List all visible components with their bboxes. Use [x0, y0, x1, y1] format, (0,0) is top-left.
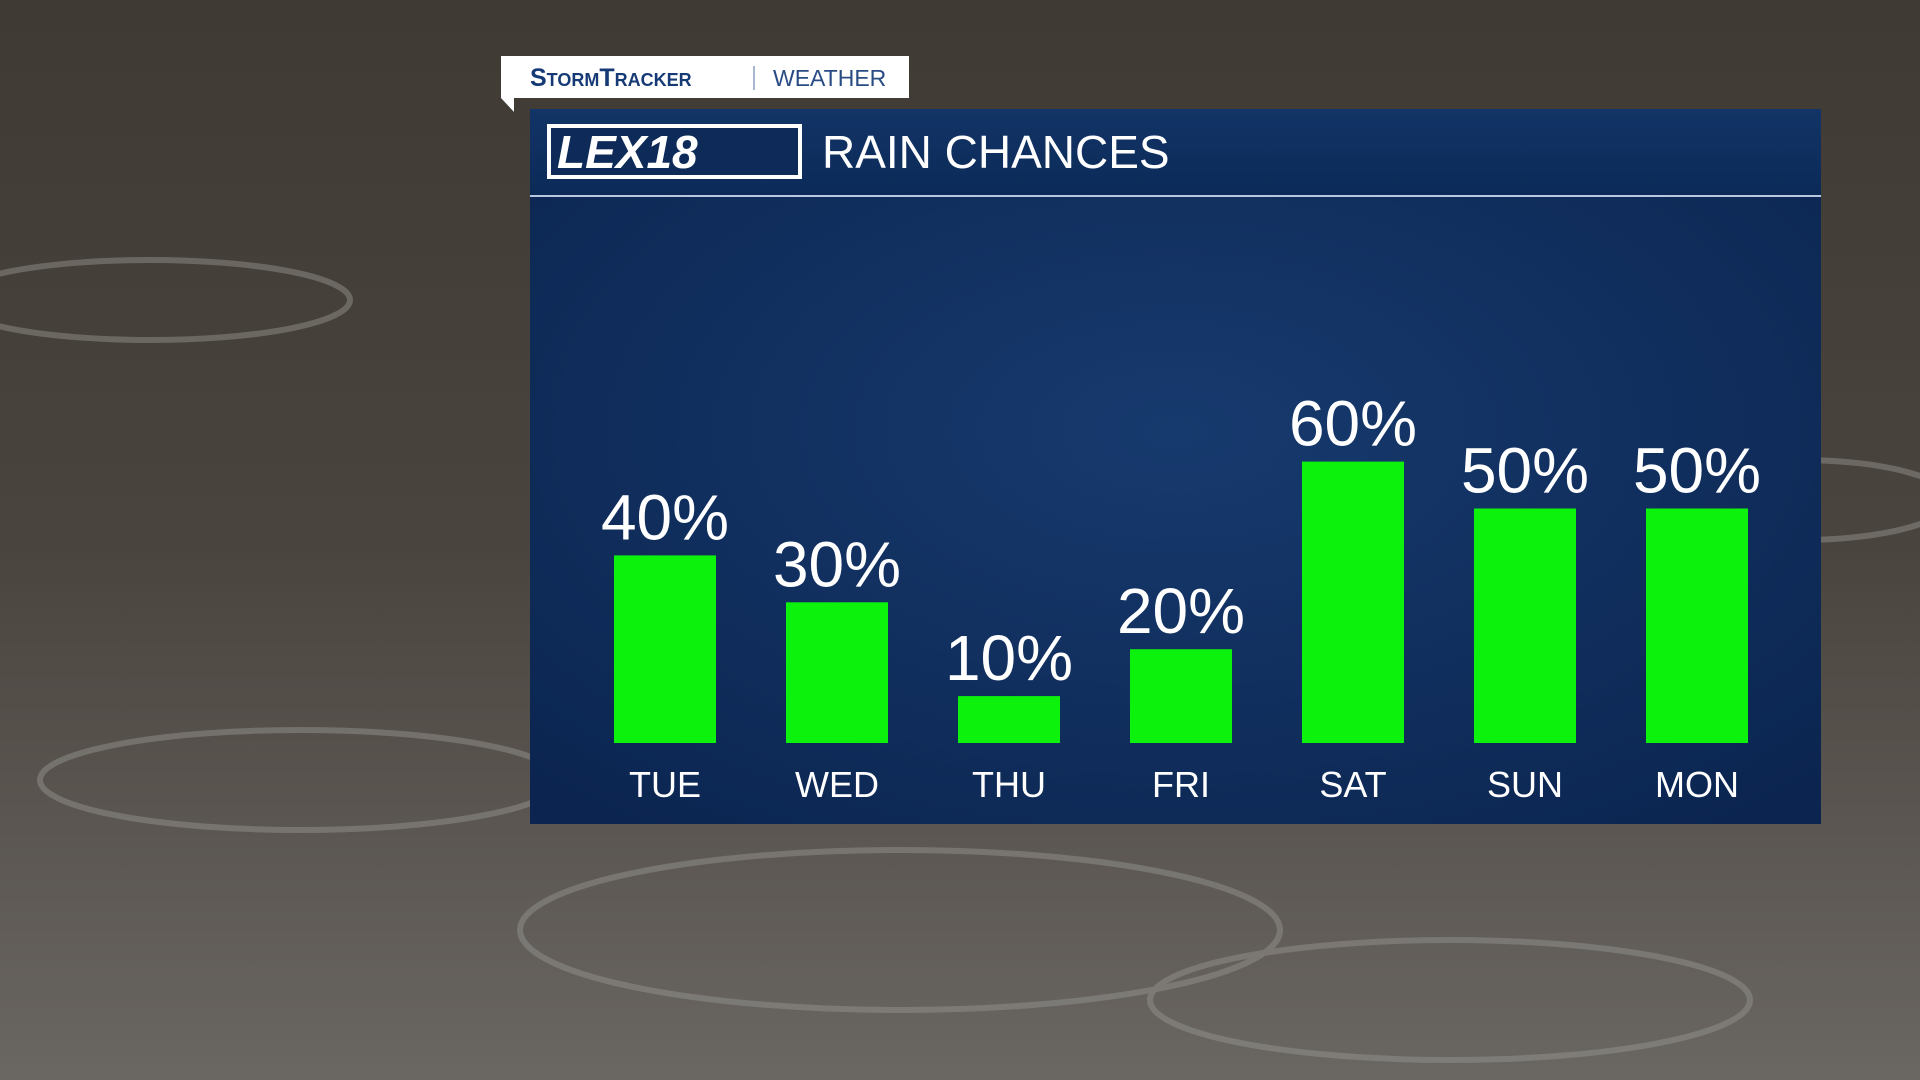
value-label: 50%: [1461, 435, 1589, 507]
x-tick-label: THU: [972, 764, 1046, 805]
logo-inner: [551, 128, 798, 175]
logo: LEX18: [557, 126, 698, 178]
x-tick-label: WED: [795, 764, 879, 805]
value-label: 60%: [1289, 388, 1417, 460]
bar: [1646, 508, 1748, 743]
x-tick-label: MON: [1655, 764, 1739, 805]
bar: [958, 696, 1060, 743]
bar: [1130, 649, 1232, 743]
bar: [614, 555, 716, 743]
bar: [786, 602, 888, 743]
value-label: 10%: [945, 622, 1073, 694]
x-tick-label: FRI: [1152, 764, 1210, 805]
brand-tag: [501, 56, 909, 112]
x-tick-label: TUE: [629, 764, 701, 805]
x-tick-label: SUN: [1487, 764, 1563, 805]
value-label: 20%: [1117, 575, 1245, 647]
bar: [1302, 461, 1404, 743]
chart-title: RAIN CHANCES: [822, 126, 1170, 178]
value-label: 30%: [773, 528, 901, 600]
value-label: 50%: [1633, 435, 1761, 507]
value-label: 40%: [601, 481, 729, 553]
bar: [1474, 508, 1576, 743]
brand: StormTracker: [530, 64, 692, 92]
section: WEATHER: [773, 65, 886, 91]
x-tick-label: SAT: [1319, 764, 1386, 805]
